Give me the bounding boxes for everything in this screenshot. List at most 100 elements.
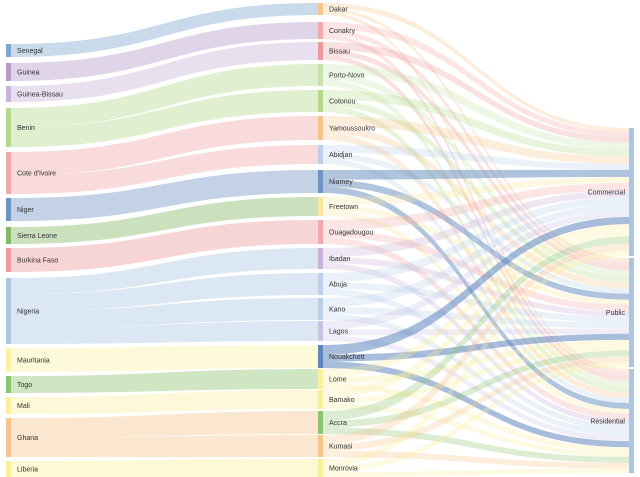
link-freetown-residential	[323, 210, 629, 414]
node-label-bissau: Bissau	[329, 49, 350, 56]
link-monrovia-residential	[323, 468, 629, 477]
link-porto-novo-commercial	[323, 64, 629, 150]
link-dakar-residential	[323, 11, 629, 373]
node-label-nouakchott: Nouakchott	[329, 354, 364, 361]
node-accra	[318, 411, 323, 434]
link-mali-bamako	[11, 390, 318, 414]
link-yamoussoukro-commercial	[323, 116, 629, 164]
link-nigeria-lagos	[11, 321, 318, 344]
link-yamoussoukro-residential	[323, 133, 629, 399]
link-abidjan-public	[323, 152, 629, 294]
link-bissau-public	[323, 49, 629, 271]
link-porto-novo-residential	[323, 79, 629, 387]
node-senegal	[6, 44, 11, 57]
node-label-ghana: Ghana	[17, 435, 38, 442]
link-senegal-dakar	[11, 3, 318, 57]
node-abuja	[318, 273, 323, 295]
link-dakar-public	[323, 8, 629, 262]
node-label-bamako: Bamako	[329, 397, 355, 404]
node-niger	[6, 198, 11, 221]
link-abidjan-residential	[323, 158, 629, 403]
link-ouagadougou-commercial	[323, 182, 629, 231]
link-lagos-commercial	[323, 210, 629, 330]
node-label-kumasi: Kumasi	[329, 444, 353, 451]
link-nouakchott-residential	[323, 361, 629, 448]
node-label-porto-novo: Porto-Novo	[329, 73, 365, 80]
node-label-monrovia: Monrovia	[329, 466, 358, 473]
link-conakry-residential	[323, 34, 629, 377]
sankey-nodes: Senegal Guinea Guinea-Bissau Benin Cote d'Iv…	[6, 3, 634, 477]
link-accra-commercial	[323, 236, 629, 421]
node-label-nigeria: Nigeria	[17, 309, 39, 316]
node-label-guinea: Guinea	[17, 70, 40, 77]
link-cote-d-ivoire-abidjan	[11, 145, 318, 194]
link-accra-public	[323, 350, 629, 428]
link-lome-residential	[323, 383, 629, 453]
node-cotonou	[318, 90, 323, 112]
node-label-conakry: Conakry	[329, 28, 356, 35]
link-lome-commercial	[323, 224, 629, 378]
link-nigeria-kano	[11, 298, 318, 329]
node-label-niamey: Niamey	[329, 179, 353, 186]
node-burkina-faso	[6, 248, 11, 272]
node-label-mauritania: Mauritania	[17, 358, 50, 365]
link-nouakchott-commercial	[323, 216, 629, 355]
link-niger-niamey	[11, 170, 318, 221]
link-sierra-leone-freetown	[11, 197, 318, 244]
node-label-accra: Accra	[329, 420, 347, 427]
link-kano-commercial	[323, 203, 629, 308]
link-abidjan-commercial	[323, 145, 629, 170]
node-lome	[318, 369, 323, 389]
node-label-abuja: Abuja	[329, 282, 347, 289]
node-conakry	[318, 22, 323, 39]
node-kano	[318, 298, 323, 320]
node-residential	[629, 369, 634, 473]
node-nouakchott	[318, 345, 323, 368]
node-niamey	[318, 170, 323, 193]
link-kano-public	[323, 307, 629, 329]
node-label-sierra-leone: Sierra Leone	[17, 233, 57, 240]
node-bamako	[318, 390, 323, 409]
country-city-links	[11, 3, 318, 477]
link-kumasi-commercial	[323, 243, 629, 445]
link-abuja-residential	[323, 288, 629, 431]
node-label-cote-d-ivoire: Cote d'Ivoire	[17, 171, 56, 178]
node-label-dakar: Dakar	[329, 7, 348, 14]
link-dakar-commercial	[323, 3, 629, 132]
node-label-liberia: Liberia	[17, 467, 38, 474]
node-bissau	[318, 42, 323, 60]
node-label-togo: Togo	[17, 382, 32, 389]
node-label-freetown: Freetown	[329, 204, 358, 211]
link-benin-cotonou	[11, 90, 318, 147]
link-yamoussoukro-public	[323, 126, 629, 289]
node-label-residential: Residential	[590, 419, 625, 426]
node-label-abidjan: Abidjan	[329, 152, 352, 159]
link-bamako-commercial	[323, 230, 629, 398]
node-nigeria	[6, 278, 11, 344]
link-cote-d-ivoire-yamoussoukro	[11, 116, 318, 176]
node-label-lome: Lome	[329, 377, 347, 384]
node-ghana	[6, 418, 11, 457]
link-ghana-accra	[11, 411, 318, 438]
link-abuja-commercial	[323, 196, 629, 283]
link-kano-residential	[323, 313, 629, 437]
link-cotonou-public	[323, 99, 629, 283]
link-conakry-public	[323, 29, 629, 266]
node-commercial	[629, 128, 634, 256]
link-nigeria-ibadan	[11, 248, 318, 295]
link-ouagadougou-public	[323, 230, 629, 312]
link-cotonou-residential	[323, 105, 629, 393]
node-cote-d-ivoire	[6, 152, 11, 194]
link-niamey-residential	[323, 186, 629, 409]
node-sierra-leone	[6, 227, 11, 244]
link-liberia-monrovia	[11, 459, 318, 477]
node-mauritania	[6, 348, 11, 372]
link-monrovia-commercial	[323, 250, 629, 467]
link-guinea-conakry	[11, 22, 318, 81]
node-label-mali: Mali	[17, 403, 30, 410]
node-guinea	[6, 63, 11, 81]
node-guinea-bissau	[6, 86, 11, 102]
node-benin	[6, 108, 11, 147]
link-togo-lome	[11, 369, 318, 393]
